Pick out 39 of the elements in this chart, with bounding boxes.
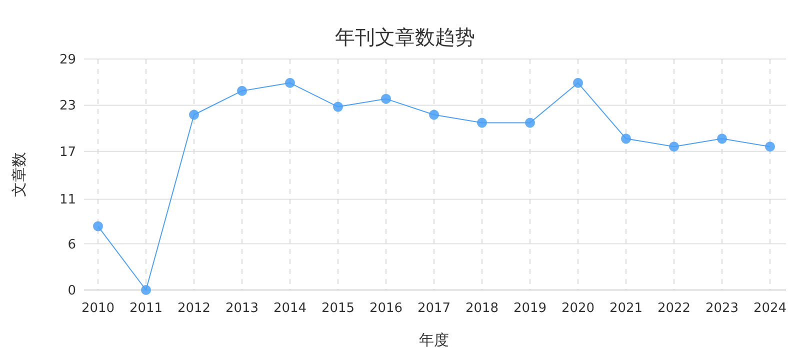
x-tick-label: 2015 (321, 301, 355, 316)
y-axis-title: 文章数 (10, 152, 28, 197)
x-tick-label: 2010 (81, 301, 115, 316)
y-tick-label: 6 (68, 237, 76, 252)
x-tick-label: 2012 (177, 301, 211, 316)
point (669, 142, 679, 152)
point (237, 86, 247, 96)
x-tick-label: 2017 (417, 301, 451, 316)
y-tick-label: 11 (59, 192, 76, 208)
x-axis-title: 年度 (419, 331, 449, 349)
point (477, 118, 487, 128)
point (333, 102, 343, 112)
point (621, 134, 631, 144)
x-tick-label: 2014 (273, 301, 307, 316)
point (717, 134, 727, 144)
y-tick-label: 23 (59, 98, 76, 114)
chart-title: 年刊文章数趋势 (335, 25, 475, 49)
point (573, 78, 583, 88)
point (429, 110, 439, 120)
x-tick-label: 2019 (513, 301, 547, 316)
x-tick-label: 2020 (561, 301, 595, 316)
point (285, 78, 295, 88)
x-tick-label: 2016 (369, 301, 403, 316)
x-tick-label: 2024 (753, 301, 787, 316)
y-tick-label: 17 (59, 144, 76, 160)
point (765, 142, 775, 152)
y-tick-label: 29 (59, 52, 76, 68)
point (381, 94, 391, 104)
x-tick-label: 2011 (129, 301, 163, 316)
x-tick-label: 2022 (657, 301, 691, 316)
point (141, 285, 151, 295)
point (93, 221, 103, 232)
x-tick-label: 2018 (465, 301, 499, 316)
x-tick-label: 2013 (225, 301, 259, 316)
y-tick-label: 0 (68, 284, 76, 298)
point (189, 110, 199, 120)
x-tick-label: 2021 (609, 301, 643, 316)
x-tick-label: 2023 (705, 301, 739, 316)
point (525, 118, 535, 128)
